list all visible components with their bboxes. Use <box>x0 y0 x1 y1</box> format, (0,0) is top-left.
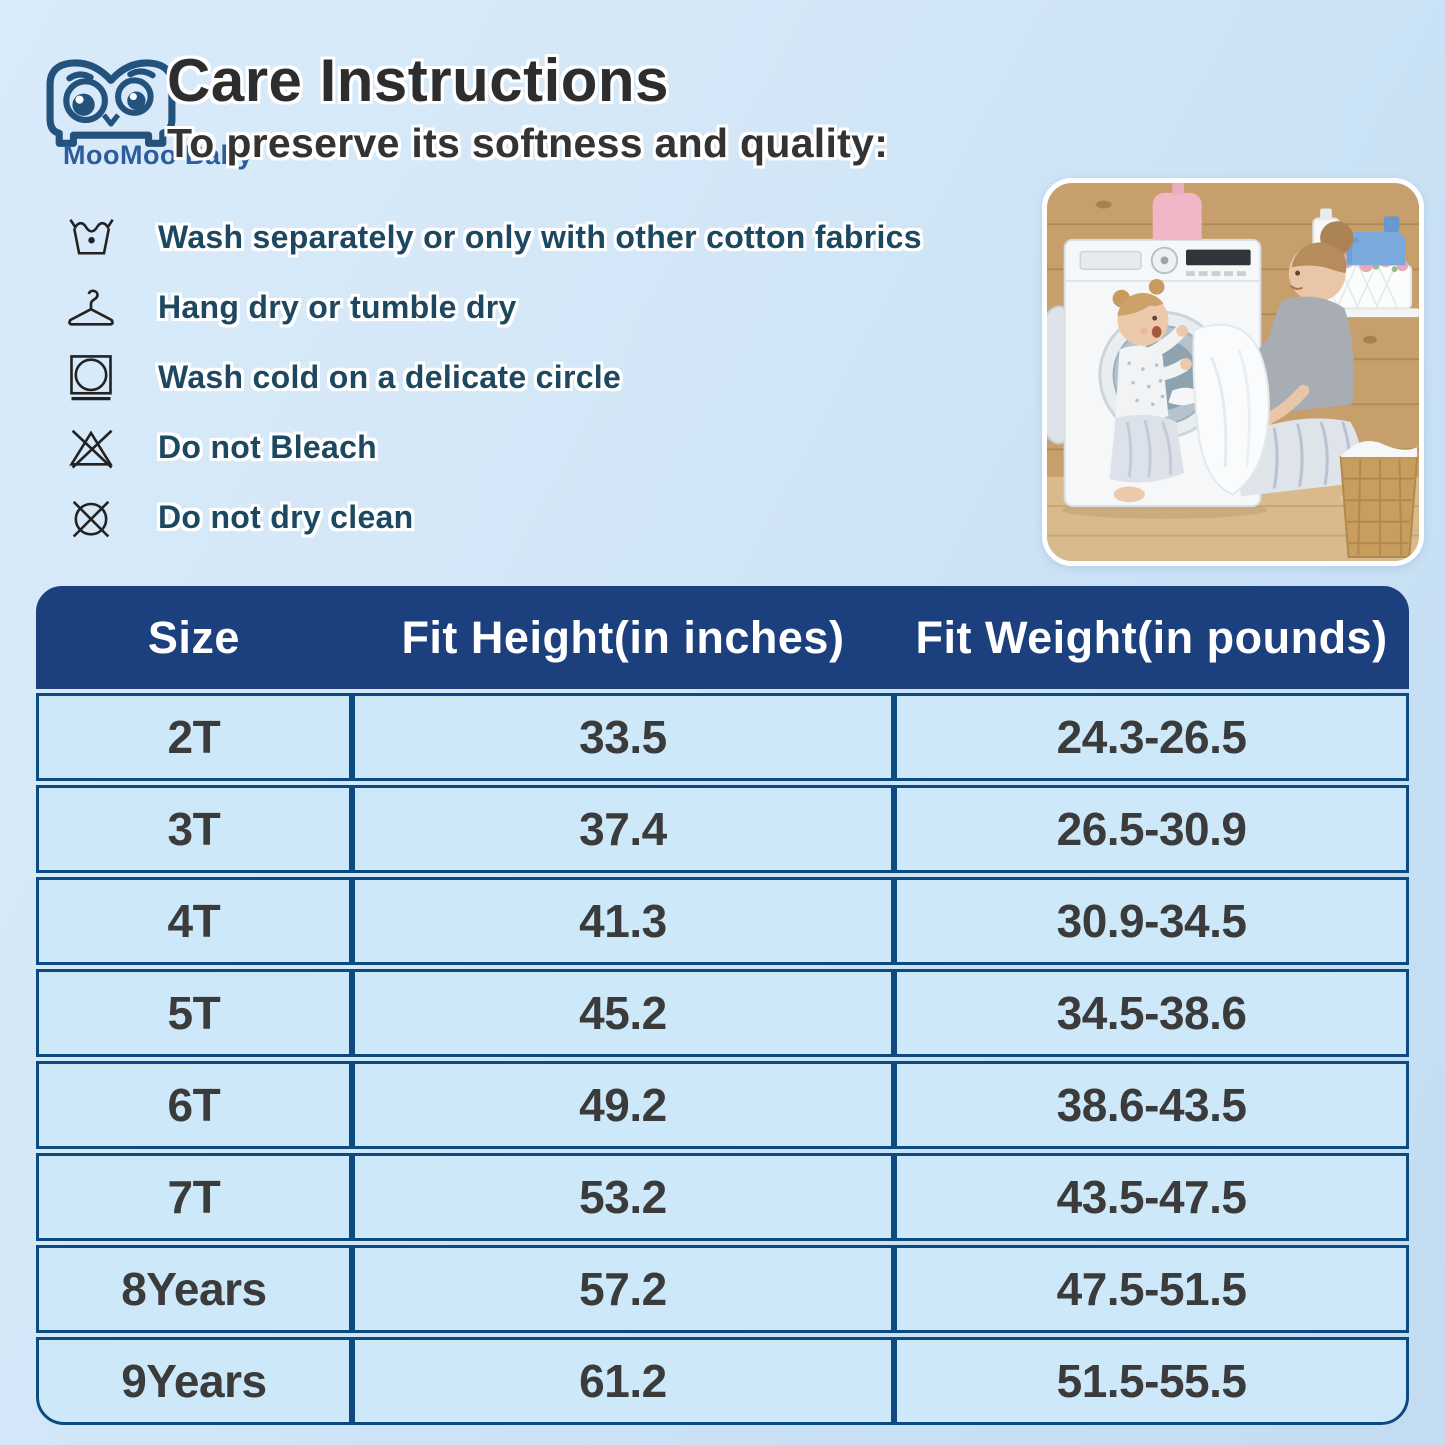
table-row: 8Years 57.2 47.5-51.5 <box>36 1245 1409 1333</box>
column-header-size: Size <box>36 586 352 689</box>
brand-logo <box>45 56 177 147</box>
weight-cell: 30.9-34.5 <box>894 877 1409 965</box>
table-header-row: Size Fit Height(in inches) Fit Weight(in… <box>36 586 1409 689</box>
weight-cell: 34.5-38.6 <box>894 969 1409 1057</box>
size-cell: 3T <box>36 785 352 873</box>
laundry-photo-illustration <box>1047 183 1419 561</box>
care-item-label: Do not dry clean <box>158 498 414 535</box>
size-cell: 6T <box>36 1061 352 1149</box>
size-cell: 4T <box>36 877 352 965</box>
weight-cell: 43.5-47.5 <box>894 1153 1409 1241</box>
care-item: Do not Bleach <box>58 420 922 474</box>
care-item: Wash cold on a delicate circle <box>58 350 922 404</box>
table-row: 9Years 61.2 51.5-55.5 <box>36 1337 1409 1425</box>
height-cell: 57.2 <box>351 1245 895 1333</box>
care-list: Wash separately or only with other cotto… <box>58 210 922 544</box>
table-row: 6T 49.2 38.6-43.5 <box>36 1061 1409 1149</box>
column-header-fit-weight: Fit Weight(in pounds) <box>894 586 1409 689</box>
height-cell: 53.2 <box>351 1153 895 1241</box>
height-cell: 37.4 <box>351 785 895 873</box>
weight-cell: 47.5-51.5 <box>894 1245 1409 1333</box>
owl-icon <box>46 59 176 147</box>
do-not-dry-clean-icon <box>58 491 124 543</box>
weight-cell: 26.5-30.9 <box>894 785 1409 873</box>
page-subtitle: To preserve its softness and quality: <box>167 120 889 166</box>
weight-cell: 38.6-43.5 <box>894 1061 1409 1149</box>
height-cell: 33.5 <box>351 693 895 781</box>
hanger-icon <box>58 281 124 333</box>
care-item: Do not dry clean <box>58 490 922 544</box>
do-not-bleach-icon <box>58 421 124 473</box>
laundry-photo <box>1042 178 1424 566</box>
size-cell: 5T <box>36 969 352 1057</box>
height-cell: 45.2 <box>351 969 895 1057</box>
care-item-label: Do not Bleach <box>158 428 378 465</box>
height-cell: 49.2 <box>351 1061 895 1149</box>
table-row: 5T 45.2 34.5-38.6 <box>36 969 1409 1057</box>
care-item-label: Hang dry or tumble dry <box>158 288 517 325</box>
weight-cell: 51.5-55.5 <box>894 1337 1409 1425</box>
height-cell: 61.2 <box>351 1337 895 1425</box>
care-item: Hang dry or tumble dry <box>58 280 922 334</box>
table-row: 4T 41.3 30.9-34.5 <box>36 877 1409 965</box>
brand-name: MooMoo Baby <box>63 140 253 170</box>
column-header-fit-height: Fit Height(in inches) <box>351 586 895 689</box>
table-row: 3T 37.4 26.5-30.9 <box>36 785 1409 873</box>
page-title: Care Instructions <box>167 47 669 114</box>
care-item: Wash separately or only with other cotto… <box>58 210 922 264</box>
size-chart-table: Size Fit Height(in inches) Fit Weight(in… <box>36 582 1409 1429</box>
table-row: 2T 33.5 24.3-26.5 <box>36 693 1409 781</box>
size-cell: 2T <box>36 693 352 781</box>
care-item-label: Wash cold on a delicate circle <box>158 358 622 395</box>
wash-tub-icon <box>58 211 124 263</box>
tumble-dry-gentle-icon <box>58 351 124 403</box>
height-cell: 41.3 <box>351 877 895 965</box>
size-cell: 8Years <box>36 1245 352 1333</box>
weight-cell: 24.3-26.5 <box>894 693 1409 781</box>
size-cell: 7T <box>36 1153 352 1241</box>
size-cell: 9Years <box>36 1337 352 1425</box>
table-row: 7T 53.2 43.5-47.5 <box>36 1153 1409 1241</box>
care-item-label: Wash separately or only with other cotto… <box>158 218 922 255</box>
